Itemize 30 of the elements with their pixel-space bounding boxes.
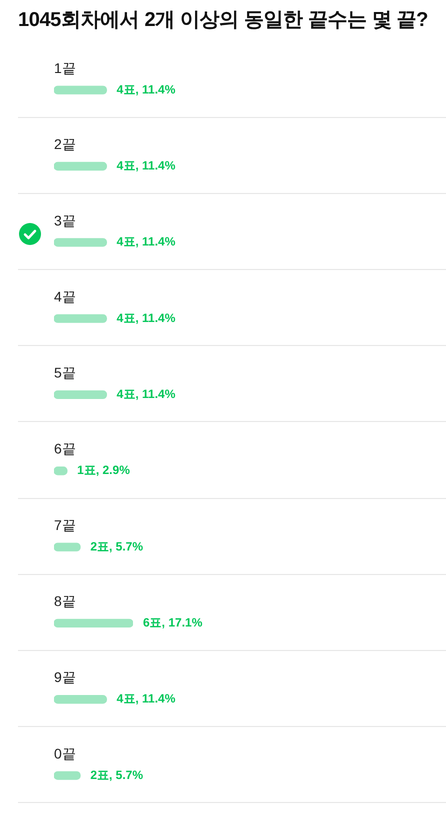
bar: [54, 238, 107, 247]
y-tick-label: 2끝: [54, 136, 76, 152]
y-tick-label: 6끝: [54, 440, 76, 457]
y-tick-label: 7끝: [54, 516, 76, 533]
bar: [54, 86, 107, 94]
data-label: 6표, 17.1%: [143, 616, 203, 630]
data-label: 4표, 11.4%: [116, 234, 176, 249]
y-tick-label: 5끝: [54, 364, 76, 381]
y-tick-label: 8끝: [54, 593, 76, 610]
bar: [54, 314, 107, 323]
bar: [54, 695, 107, 704]
bar: [54, 618, 133, 628]
data-label: 4표, 11.4%: [116, 387, 176, 402]
data-label: 4표, 11.4%: [116, 310, 176, 325]
data-label: 4표, 11.4%: [116, 82, 176, 96]
bar: [54, 542, 81, 552]
y-tick-label: 3끝: [54, 212, 76, 228]
data-label: 1표, 2.9%: [77, 463, 130, 478]
data-label: 4표, 11.4%: [116, 158, 176, 173]
text: 1045회차에서 2개 이상의 동일한 끝수는 몇 끝?: [18, 8, 428, 33]
data-label: 2표, 5.7%: [90, 539, 144, 554]
y-tick-label: 4끝: [54, 288, 76, 304]
bar: [54, 390, 107, 400]
data-label: 2표, 5.7%: [90, 768, 144, 782]
bar: [54, 771, 81, 780]
y-tick-label: 0끝: [54, 745, 76, 762]
bar: [54, 162, 107, 171]
y-tick-label: 9끝: [54, 669, 76, 686]
y-tick-label: 1끝: [54, 60, 76, 76]
data-label: 4표, 11.4%: [116, 692, 176, 706]
